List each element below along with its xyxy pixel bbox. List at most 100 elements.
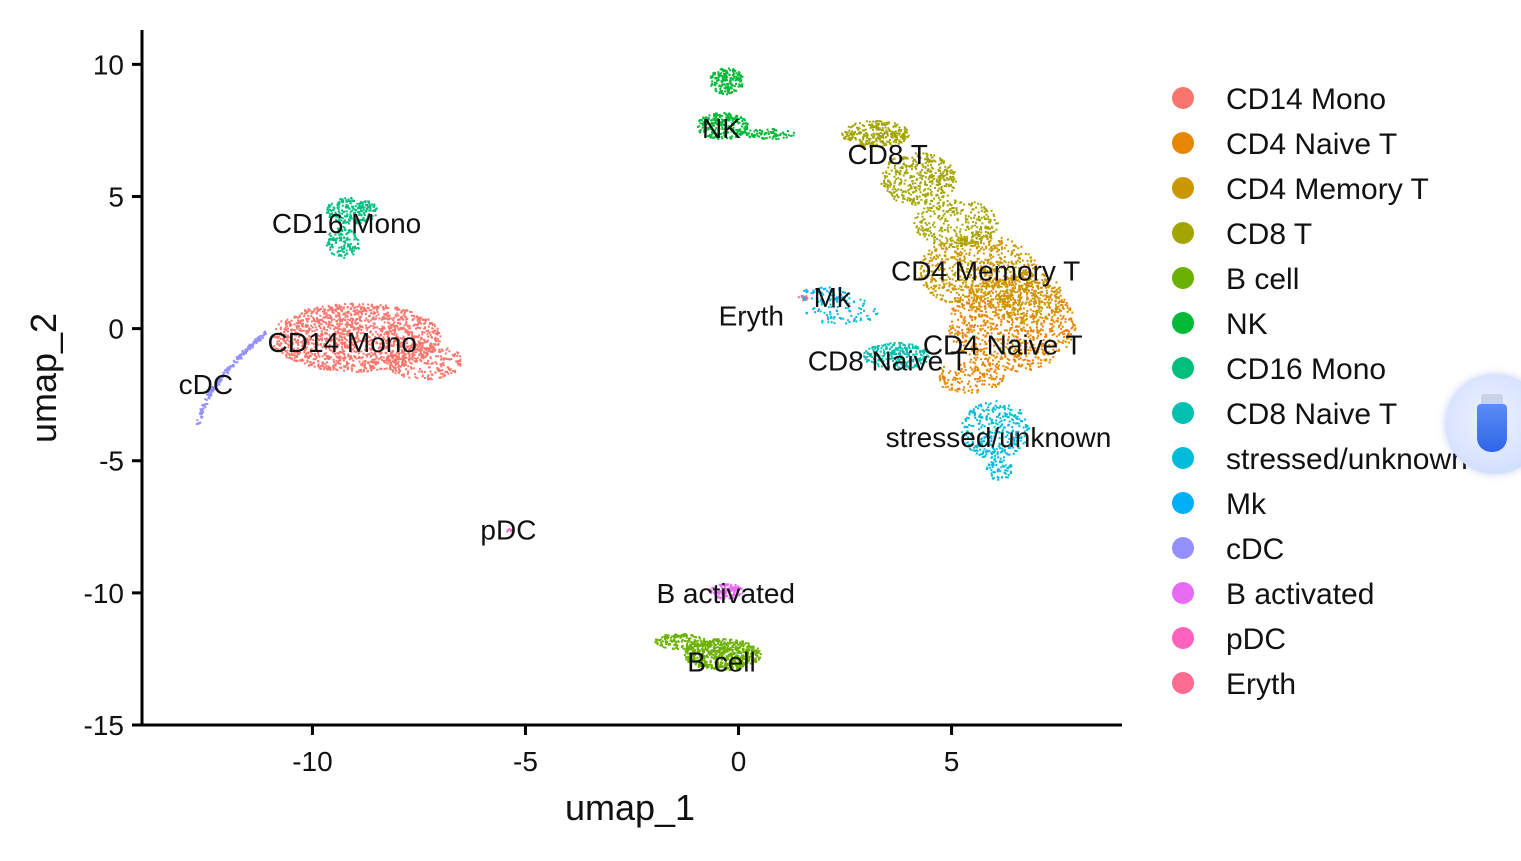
point (296, 326, 299, 329)
point (388, 318, 391, 321)
point (997, 332, 1000, 335)
point (1055, 342, 1058, 345)
point (347, 330, 350, 333)
point (1008, 305, 1011, 308)
point (398, 343, 401, 346)
point (1012, 290, 1015, 293)
point (962, 344, 965, 347)
point (323, 328, 326, 331)
point (976, 291, 979, 294)
point (349, 307, 352, 310)
point (882, 136, 885, 139)
point (881, 124, 884, 127)
point (328, 322, 331, 325)
point (989, 261, 992, 264)
point (285, 329, 288, 332)
point (296, 359, 299, 362)
point (1026, 260, 1029, 263)
point (343, 350, 346, 353)
point (900, 180, 903, 183)
point (954, 257, 957, 260)
point (1020, 275, 1023, 278)
point (1014, 347, 1017, 350)
point (395, 315, 398, 318)
point (1003, 275, 1006, 278)
point (1010, 346, 1013, 349)
point (301, 359, 304, 362)
point (326, 356, 329, 359)
point (284, 340, 287, 343)
point (868, 141, 871, 144)
point (418, 349, 421, 352)
point (1038, 301, 1041, 304)
point (459, 355, 462, 358)
point (1017, 303, 1020, 306)
point (984, 302, 987, 305)
point (959, 228, 962, 231)
point (290, 350, 293, 353)
point (397, 318, 400, 321)
point (987, 363, 990, 366)
point (362, 308, 365, 311)
point (373, 361, 376, 364)
point (969, 314, 972, 317)
point (869, 145, 872, 148)
point (1049, 358, 1052, 361)
point (968, 253, 971, 256)
point (897, 188, 900, 191)
point (945, 258, 948, 261)
point (1006, 238, 1009, 241)
point (1059, 309, 1062, 312)
point (361, 364, 364, 367)
point (382, 326, 385, 329)
point (881, 136, 884, 139)
point (391, 360, 394, 363)
point (370, 304, 373, 307)
point (924, 221, 927, 224)
point (938, 287, 941, 290)
point (957, 338, 960, 341)
point (288, 356, 291, 359)
point (886, 130, 889, 133)
point (985, 334, 988, 337)
point (435, 362, 438, 365)
point (456, 354, 459, 357)
point (972, 220, 975, 223)
point (1034, 295, 1037, 298)
point (985, 234, 988, 237)
point (866, 132, 869, 135)
points-layer (195, 67, 1077, 672)
point (922, 189, 925, 192)
point (341, 333, 344, 336)
point (293, 323, 296, 326)
point (978, 305, 981, 308)
point (996, 247, 999, 250)
point (392, 369, 395, 372)
point (435, 355, 438, 358)
point (932, 204, 935, 207)
point (998, 264, 1001, 267)
point (394, 314, 397, 317)
point (1073, 329, 1076, 332)
point (366, 329, 369, 332)
point (355, 318, 358, 321)
point (324, 352, 327, 355)
point (992, 359, 995, 362)
point (1064, 329, 1067, 332)
point (329, 339, 332, 342)
point (903, 132, 906, 135)
point (963, 362, 966, 365)
point (989, 328, 992, 331)
point (950, 320, 953, 323)
point (930, 278, 933, 281)
point (366, 319, 369, 322)
point (949, 328, 952, 331)
point (963, 295, 966, 298)
point (306, 331, 309, 334)
point (990, 276, 993, 279)
point (1014, 348, 1017, 351)
point (315, 316, 318, 319)
point (966, 302, 969, 305)
point (902, 190, 905, 193)
point (318, 318, 321, 321)
